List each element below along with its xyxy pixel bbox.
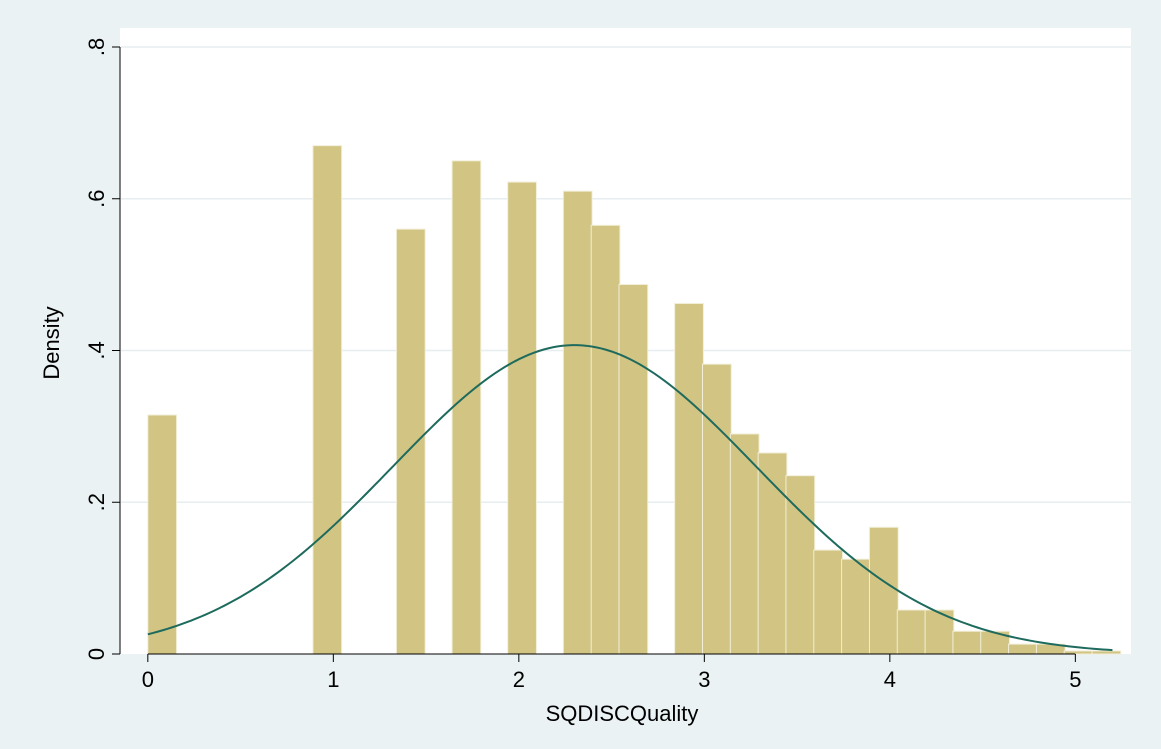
y-tick-label: .6	[84, 190, 109, 208]
histogram-bar	[952, 630, 983, 655]
y-tick-label: .2	[84, 493, 109, 511]
histogram-bar	[757, 452, 788, 655]
x-tick-label: 0	[142, 667, 154, 692]
histogram-bar	[147, 414, 178, 655]
x-tick-label: 3	[698, 667, 710, 692]
y-axis-label: Density	[39, 306, 64, 379]
histogram-bar	[841, 558, 871, 655]
histogram-bar	[590, 224, 621, 655]
histogram-bar	[868, 526, 899, 655]
x-tick-label: 1	[327, 667, 339, 692]
histogram-bar	[701, 363, 732, 655]
histogram-bar	[1091, 650, 1122, 655]
x-tick-label: 2	[513, 667, 525, 692]
y-tick-label: .8	[84, 38, 109, 56]
histogram-bar	[562, 190, 593, 655]
histogram-bar	[674, 302, 704, 655]
y-tick-label: .4	[84, 341, 109, 359]
normal-density-curve	[147, 344, 1113, 652]
histogram-bar	[618, 283, 649, 655]
histogram-bar	[312, 145, 343, 655]
histogram-bar	[1008, 643, 1038, 655]
y-axis-ticks: 0 .2 .4 .6 .8	[84, 38, 120, 660]
x-axis-ticks: 0 1 2 3 4 5	[142, 654, 1081, 692]
x-tick-label: 4	[884, 667, 896, 692]
x-tick-label: 5	[1069, 667, 1081, 692]
histogram-bar	[785, 475, 816, 655]
histogram-bar	[451, 160, 482, 655]
y-tick-label: 0	[84, 648, 109, 660]
histogram-bar	[507, 181, 537, 655]
histogram-bar	[729, 433, 760, 655]
histogram-bar	[896, 609, 927, 655]
histogram-bar	[813, 549, 844, 655]
histogram-bar	[395, 228, 426, 655]
x-axis-label: SQDISCQuality	[546, 701, 699, 726]
